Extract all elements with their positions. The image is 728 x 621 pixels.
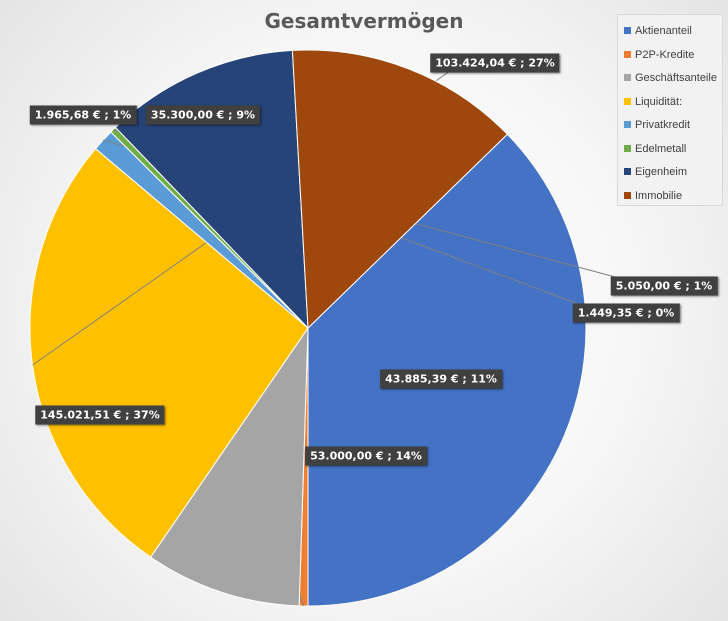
legend: Aktienanteil P2P-Kredite Geschäftsanteile L…: [617, 14, 723, 206]
legend-item: P2P-Kredite: [624, 48, 694, 62]
data-label: 35.300,00 € ; 9%: [145, 105, 261, 125]
legend-item: Liquidität:: [624, 95, 682, 109]
data-label: 43.885,39 € ; 11%: [380, 369, 502, 389]
pie-slice-immobilie: [291, 49, 509, 330]
pie-slice-liquidität: [29, 147, 309, 558]
legend-label: Geschäftsanteile: [635, 72, 717, 84]
legend-swatch: [624, 168, 631, 175]
legend-swatch: [624, 144, 631, 152]
legend-swatch: [624, 97, 631, 105]
legend-label: Edelmetall: [635, 142, 687, 155]
legend-item: Privatkredit: [624, 118, 690, 132]
legend-label: Immobilie: [635, 189, 683, 202]
data-label: 5.050,00 € ; 1%: [610, 276, 718, 296]
legend-swatch: [624, 50, 631, 58]
legend-item: Eigenheim: [624, 165, 687, 179]
legend-item: Edelmetall: [624, 142, 686, 156]
data-label: 53.000,00 € ; 14%: [305, 446, 427, 466]
data-label: 1.449,35 € ; 0%: [572, 303, 680, 323]
legend-swatch: [624, 74, 631, 81]
legend-swatch: [624, 191, 631, 199]
legend-item: Aktienanteil: [624, 24, 692, 38]
data-label: 103.424,04 € ; 27%: [430, 53, 560, 73]
legend-label: P2P-Kredite: [635, 48, 695, 61]
legend-label: Aktienanteil: [635, 25, 692, 37]
chart-title: Gesamtvermögen: [264, 9, 464, 33]
legend-swatch: [624, 121, 631, 128]
data-label: 1.965,68 € ; 1%: [29, 105, 137, 125]
data-label: 145.021,51 € ; 37%: [35, 405, 165, 425]
legend-swatch: [624, 27, 631, 34]
legend-label: Privatkredit: [635, 119, 691, 131]
legend-label: Liquidität:: [635, 95, 683, 108]
legend-label: Eigenheim: [635, 166, 687, 178]
pie-slice-geschäftsanteile: [149, 326, 309, 607]
legend-item: Immobilie: [624, 189, 682, 203]
legend-item: Geschäftsanteile: [624, 71, 717, 85]
